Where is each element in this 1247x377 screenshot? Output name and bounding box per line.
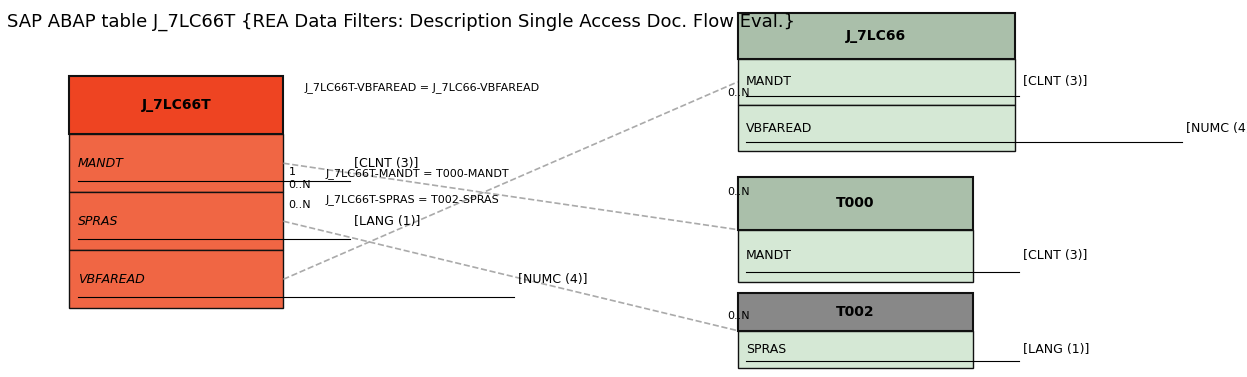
Text: VBFAREAD: VBFAREAD [746, 121, 813, 135]
Text: T002: T002 [835, 305, 874, 319]
Text: SPRAS: SPRAS [746, 343, 787, 356]
Text: SAP ABAP table J_7LC66T {REA Data Filters: Description Single Access Doc. Flow E: SAP ABAP table J_7LC66T {REA Data Filter… [6, 12, 794, 31]
FancyBboxPatch shape [70, 192, 283, 250]
FancyBboxPatch shape [738, 293, 973, 331]
Text: 0..N: 0..N [727, 187, 749, 197]
FancyBboxPatch shape [738, 230, 973, 282]
Text: J_7LC66T: J_7LC66T [141, 98, 211, 112]
Text: MANDT: MANDT [746, 75, 792, 88]
Text: [LANG (1)]: [LANG (1)] [350, 215, 420, 228]
Text: J_7LC66: J_7LC66 [847, 29, 907, 43]
FancyBboxPatch shape [738, 59, 1015, 105]
Text: VBFAREAD: VBFAREAD [77, 273, 145, 286]
FancyBboxPatch shape [738, 105, 1015, 151]
Text: [LANG (1)]: [LANG (1)] [1019, 343, 1089, 356]
FancyBboxPatch shape [70, 134, 283, 192]
Text: T000: T000 [835, 196, 874, 210]
Text: 0..N: 0..N [727, 88, 749, 98]
Text: 0..N: 0..N [288, 200, 312, 210]
FancyBboxPatch shape [738, 12, 1015, 59]
Text: [NUMC (4)]: [NUMC (4)] [1182, 121, 1247, 135]
Text: 1: 1 [288, 167, 296, 177]
FancyBboxPatch shape [70, 250, 283, 308]
Text: [NUMC (4)]: [NUMC (4)] [514, 273, 587, 286]
Text: MANDT: MANDT [77, 157, 123, 170]
Text: J_7LC66T-MANDT = T000-MANDT: J_7LC66T-MANDT = T000-MANDT [325, 168, 509, 179]
Text: J_7LC66T-SPRAS = T002-SPRAS: J_7LC66T-SPRAS = T002-SPRAS [325, 195, 499, 205]
FancyBboxPatch shape [738, 177, 973, 230]
Text: 0..N: 0..N [727, 311, 749, 321]
Text: J_7LC66T-VBFAREAD = J_7LC66-VBFAREAD: J_7LC66T-VBFAREAD = J_7LC66-VBFAREAD [304, 82, 540, 93]
Text: SPRAS: SPRAS [77, 215, 118, 228]
Text: [CLNT (3)]: [CLNT (3)] [1019, 75, 1087, 88]
FancyBboxPatch shape [70, 76, 283, 134]
Text: [CLNT (3)]: [CLNT (3)] [1019, 249, 1087, 262]
Text: MANDT: MANDT [746, 249, 792, 262]
FancyBboxPatch shape [738, 331, 973, 368]
Text: 0..N: 0..N [288, 180, 312, 190]
Text: [CLNT (3)]: [CLNT (3)] [350, 157, 419, 170]
